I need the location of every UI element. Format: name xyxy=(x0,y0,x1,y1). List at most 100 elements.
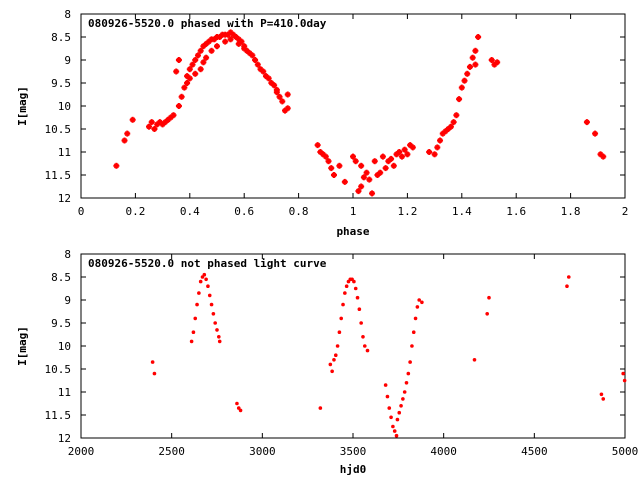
data-point xyxy=(322,153,329,160)
data-point xyxy=(358,183,365,190)
data-point xyxy=(390,162,397,169)
data-point xyxy=(318,406,323,410)
data-point xyxy=(208,47,215,54)
data-point xyxy=(279,98,286,105)
x-tick-label: 5000 xyxy=(612,445,639,458)
data-point xyxy=(361,335,365,339)
data-point xyxy=(431,151,438,158)
data-point xyxy=(206,284,210,289)
data-point xyxy=(198,279,203,284)
data-point xyxy=(401,397,405,401)
data-point xyxy=(254,61,261,68)
data-point xyxy=(458,84,465,91)
data-point xyxy=(214,43,220,50)
data-point xyxy=(273,86,280,93)
y-tick-label: 9 xyxy=(64,294,71,307)
data-point xyxy=(217,335,221,339)
data-point xyxy=(404,151,411,158)
data-point xyxy=(385,394,390,399)
x-tick-label: 0.2 xyxy=(125,205,145,218)
data-point xyxy=(121,137,128,144)
data-point xyxy=(565,284,569,289)
data-point xyxy=(406,371,411,376)
data-point xyxy=(178,93,185,100)
data-point xyxy=(175,103,182,109)
data-point xyxy=(238,408,243,413)
data-point xyxy=(464,70,471,77)
x-tick-label: 1.6 xyxy=(506,205,526,218)
data-point xyxy=(399,404,403,408)
data-point xyxy=(148,119,155,126)
data-series xyxy=(150,272,627,438)
data-point xyxy=(191,330,196,335)
data-point xyxy=(152,371,157,376)
data-point xyxy=(235,401,239,406)
data-point xyxy=(197,47,204,54)
data-point xyxy=(328,165,335,172)
x-tick-label: 3500 xyxy=(340,445,367,458)
data-series xyxy=(113,29,607,197)
x-tick-label: 1.8 xyxy=(561,205,581,218)
y-tick-label: 8 xyxy=(64,248,71,261)
data-point xyxy=(202,272,207,277)
data-point xyxy=(352,158,359,165)
x-tick-label: 0 xyxy=(78,205,85,218)
data-point xyxy=(388,155,395,162)
data-point xyxy=(189,339,194,344)
data-point xyxy=(350,153,356,160)
data-point xyxy=(353,286,358,291)
x-tick-label: 3000 xyxy=(249,445,276,458)
y-tick-label: 10.5 xyxy=(45,123,72,136)
data-point xyxy=(359,321,363,325)
data-point xyxy=(314,142,321,149)
data-point xyxy=(392,429,397,433)
data-point xyxy=(583,119,590,126)
data-point xyxy=(217,339,222,344)
y-tick-label: 11 xyxy=(58,386,71,399)
data-point xyxy=(410,344,414,348)
y-tick-label: 8.5 xyxy=(51,271,71,284)
data-point xyxy=(417,298,421,302)
y-axis-title: I[mag] xyxy=(16,326,29,366)
data-point xyxy=(622,378,627,383)
data-point xyxy=(394,433,399,438)
data-point xyxy=(599,392,604,397)
data-point xyxy=(494,59,501,66)
data-point xyxy=(335,344,340,348)
data-point xyxy=(395,417,400,422)
data-point xyxy=(434,144,441,151)
data-point xyxy=(363,169,370,176)
x-tick-label: 1 xyxy=(350,205,357,218)
data-point xyxy=(358,162,365,169)
data-point xyxy=(170,112,177,119)
data-point xyxy=(284,105,291,112)
x-tick-label: 2500 xyxy=(158,445,185,458)
data-point xyxy=(332,358,336,362)
y-tick-label: 11 xyxy=(58,146,71,159)
data-point xyxy=(398,153,405,160)
data-point xyxy=(343,291,347,295)
x-tick-label: 4000 xyxy=(430,445,457,458)
data-point xyxy=(437,137,444,144)
data-point xyxy=(382,165,389,172)
data-point xyxy=(238,38,245,45)
unphased-light-curve-plot: 2000 2500 3000 3500 4000 4500 5000 8 8.5 9 9.5 10 10… xyxy=(16,248,638,476)
data-point xyxy=(227,36,234,43)
y-tick-label: 12 xyxy=(58,192,71,205)
data-point xyxy=(456,96,463,103)
data-point xyxy=(339,316,344,321)
data-point xyxy=(260,68,267,75)
data-point xyxy=(330,172,337,178)
data-point xyxy=(186,66,193,73)
data-point xyxy=(600,153,607,160)
data-point xyxy=(404,381,409,385)
data-point xyxy=(213,321,217,325)
data-point xyxy=(150,360,155,364)
data-point xyxy=(276,93,283,100)
data-point xyxy=(371,158,378,165)
data-point xyxy=(362,344,367,348)
data-point xyxy=(420,300,424,305)
data-point xyxy=(453,112,460,119)
x-tick-label: 0.6 xyxy=(234,205,254,218)
